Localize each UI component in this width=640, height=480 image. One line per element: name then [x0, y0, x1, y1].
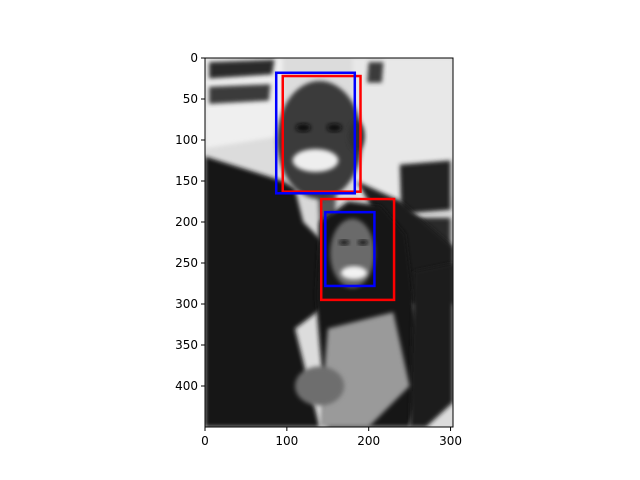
man-ear	[348, 121, 365, 151]
x-tick-label-0: 0	[201, 434, 209, 448]
man-smile	[292, 149, 339, 172]
man-head	[277, 80, 363, 200]
overlay-box-1	[274, 71, 357, 195]
x-tick-label-2: 200	[357, 434, 380, 448]
y-tick-label-2: 100	[175, 133, 198, 147]
hands	[295, 366, 345, 406]
y-tick-label-8: 400	[175, 379, 198, 393]
backdrop-lettering-3	[367, 62, 384, 83]
y-tick-label-5: 250	[175, 256, 198, 270]
y-tick-label-4: 200	[175, 215, 198, 229]
x-tick-label-1: 100	[275, 434, 298, 448]
woman-top	[319, 312, 410, 427]
backdrop-lettering-2	[209, 84, 271, 104]
plot-area: 0 100 200 300 0 50 100 150 200 250 300 350 400	[175, 51, 462, 448]
woman-braids-right	[409, 263, 453, 427]
backdrop-lettering-1	[209, 59, 275, 79]
woman-smile	[340, 266, 368, 280]
photo-image	[205, 58, 453, 427]
man-eye-left	[295, 123, 311, 132]
man-eye-right	[326, 123, 342, 132]
overlay-box-2	[319, 197, 396, 302]
x-tick-label-3: 300	[439, 434, 462, 448]
backdrop-left-panel	[205, 58, 283, 149]
overlay-box-0	[281, 74, 362, 193]
y-tick-label-7: 350	[175, 338, 198, 352]
y-tick-label-0: 0	[190, 51, 198, 65]
woman-eye-right	[358, 240, 368, 245]
backdrop-lettering-4	[399, 160, 451, 214]
y-tick-label-6: 300	[175, 297, 198, 311]
overlay-box-3	[324, 210, 376, 288]
axes-frame	[204, 57, 454, 428]
y-tick-label-1: 50	[183, 92, 198, 106]
y-tick-label-3: 150	[175, 174, 198, 188]
man-suit-left	[205, 156, 328, 427]
woman-eye-left	[339, 240, 350, 245]
